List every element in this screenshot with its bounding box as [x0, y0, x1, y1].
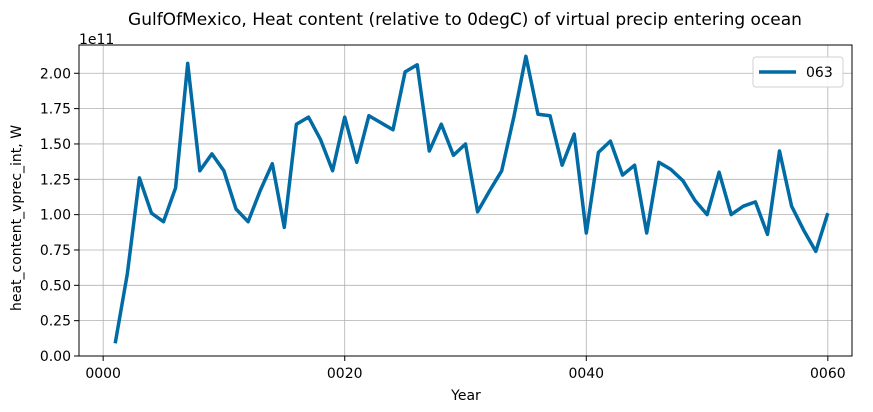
series-line-063: [113, 54, 830, 344]
y-tick-label: 0.00: [40, 349, 71, 365]
y-tick-label: 1.25: [40, 172, 71, 188]
y-tick-label: 1.50: [40, 137, 71, 153]
y-tick-label: 0.50: [40, 278, 71, 294]
legend-series-name: 063: [806, 65, 833, 81]
plot-frame: [78, 44, 853, 357]
y-tick-label: 0.25: [40, 314, 71, 330]
legend-box: [752, 56, 844, 88]
series-layer: [113, 54, 830, 344]
grid: [79, 45, 852, 357]
x-tick-label: 0020: [327, 366, 363, 382]
x-tick-label: 0040: [568, 366, 604, 382]
x-axis-label: Year: [450, 388, 481, 404]
x-axis-ticks: 0000 0020 0040 0060: [85, 356, 846, 382]
chart-title: GulfOfMexico, Heat content (relative to …: [128, 10, 802, 30]
legend: 063: [752, 56, 844, 88]
y-tick-label: 1.75: [40, 102, 71, 118]
x-tick-label: 0060: [810, 366, 846, 382]
y-tick-label: 2.00: [40, 66, 71, 82]
y-tick-label: 0.75: [40, 243, 71, 259]
x-tick-label: 0000: [85, 366, 121, 382]
y-tick-label: 1.00: [40, 208, 71, 224]
y-axis-offset-label: 1e11: [79, 32, 114, 48]
y-axis-label: heat_content_vprec_int, W: [9, 125, 25, 311]
y-axis-ticks: 0.00 0.25 0.50 0.75 1.00 1.25 1.50 1.75 2.00: [40, 66, 79, 365]
